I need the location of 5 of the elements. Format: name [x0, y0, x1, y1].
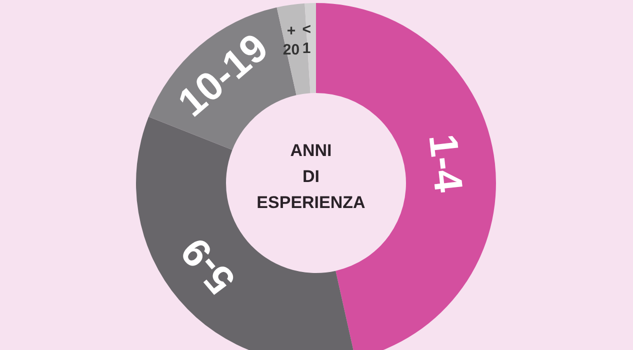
text: ANNI DI ESPERIENZA: [256, 140, 366, 214]
slice-label: < 1: [302, 20, 312, 57]
slice-label: 5-9: [172, 229, 244, 302]
slice-label: + 20: [282, 22, 300, 58]
slice-label: 1-4: [420, 132, 470, 196]
